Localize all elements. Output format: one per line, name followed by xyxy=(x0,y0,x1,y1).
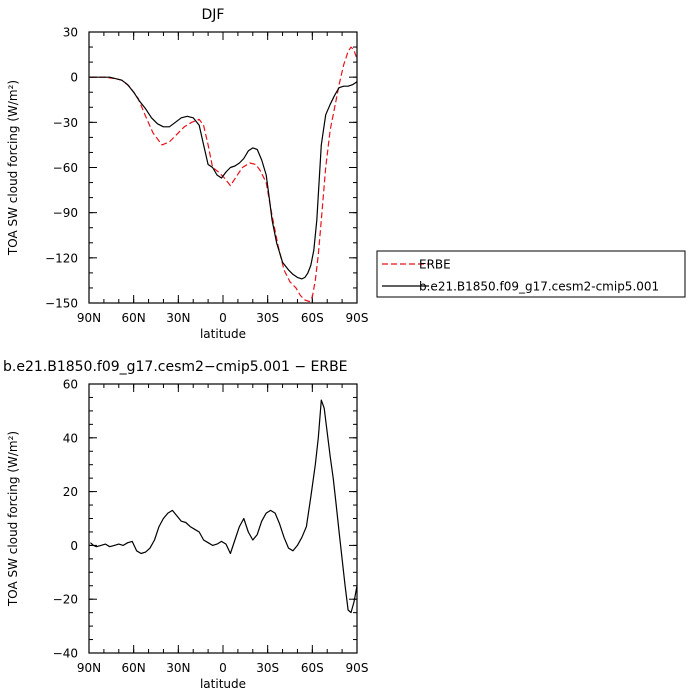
x-tick-label: 30N xyxy=(166,661,190,675)
y-tick-label: −40 xyxy=(53,647,78,661)
legend: ERBE b.e21.B1850.f09_g17.cesm2-cmip5.001 xyxy=(376,250,686,298)
x-tick-label: 90S xyxy=(346,311,369,325)
y-tick-label: −120 xyxy=(45,251,78,265)
x-tick-label: 90N xyxy=(77,661,101,675)
y-tick-label: 60 xyxy=(63,378,78,392)
series-line-2 xyxy=(90,76,358,280)
x-tick-label: 0 xyxy=(219,311,227,325)
y-tick-label: 20 xyxy=(63,485,78,499)
y-tick-label: −30 xyxy=(53,116,78,130)
x-tick-label: 30N xyxy=(166,311,190,325)
y-tick-label: −90 xyxy=(53,206,78,220)
y-axis-label: TOA SW cloud forcing (W/m²) xyxy=(6,80,20,256)
y-tick-label: −150 xyxy=(45,297,78,311)
legend-label-2: b.e21.B1850.f09_g17.cesm2-cmip5.001 xyxy=(419,280,659,294)
chart-panel-1 xyxy=(88,31,358,304)
y-tick-label: 0 xyxy=(70,539,78,553)
plot-frame xyxy=(88,383,358,654)
x-tick-label: 90S xyxy=(346,661,369,675)
y-axis-label: TOA SW cloud forcing (W/m²) xyxy=(6,431,20,607)
x-tick-label: 60N xyxy=(122,661,146,675)
series-line-1 xyxy=(90,46,358,303)
legend-label-1: ERBE xyxy=(419,258,451,272)
x-tick-label: 30S xyxy=(256,311,279,325)
x-tick-label: 60N xyxy=(122,311,146,325)
series-line-1 xyxy=(90,399,358,614)
y-tick-label: 30 xyxy=(63,26,78,40)
chart-panel-2 xyxy=(88,383,358,654)
x-axis-label: latitude xyxy=(200,327,246,341)
y-tick-label: 40 xyxy=(63,431,78,445)
x-tick-label: 60S xyxy=(301,661,324,675)
plot-frame xyxy=(88,31,358,304)
y-tick-label: −60 xyxy=(53,161,78,175)
x-axis-label: latitude xyxy=(200,677,246,691)
x-tick-label: 90N xyxy=(77,311,101,325)
y-tick-label: 0 xyxy=(70,71,78,85)
y-tick-label: −20 xyxy=(53,593,78,607)
chart-title: b.e21.B1850.f09_g17.cesm2−cmip5.001 − ER… xyxy=(3,359,348,375)
x-tick-label: 60S xyxy=(301,311,324,325)
x-tick-label: 30S xyxy=(256,661,279,675)
x-tick-label: 0 xyxy=(219,661,227,675)
legend-box xyxy=(376,250,686,298)
chart-title: DJF xyxy=(202,7,225,23)
